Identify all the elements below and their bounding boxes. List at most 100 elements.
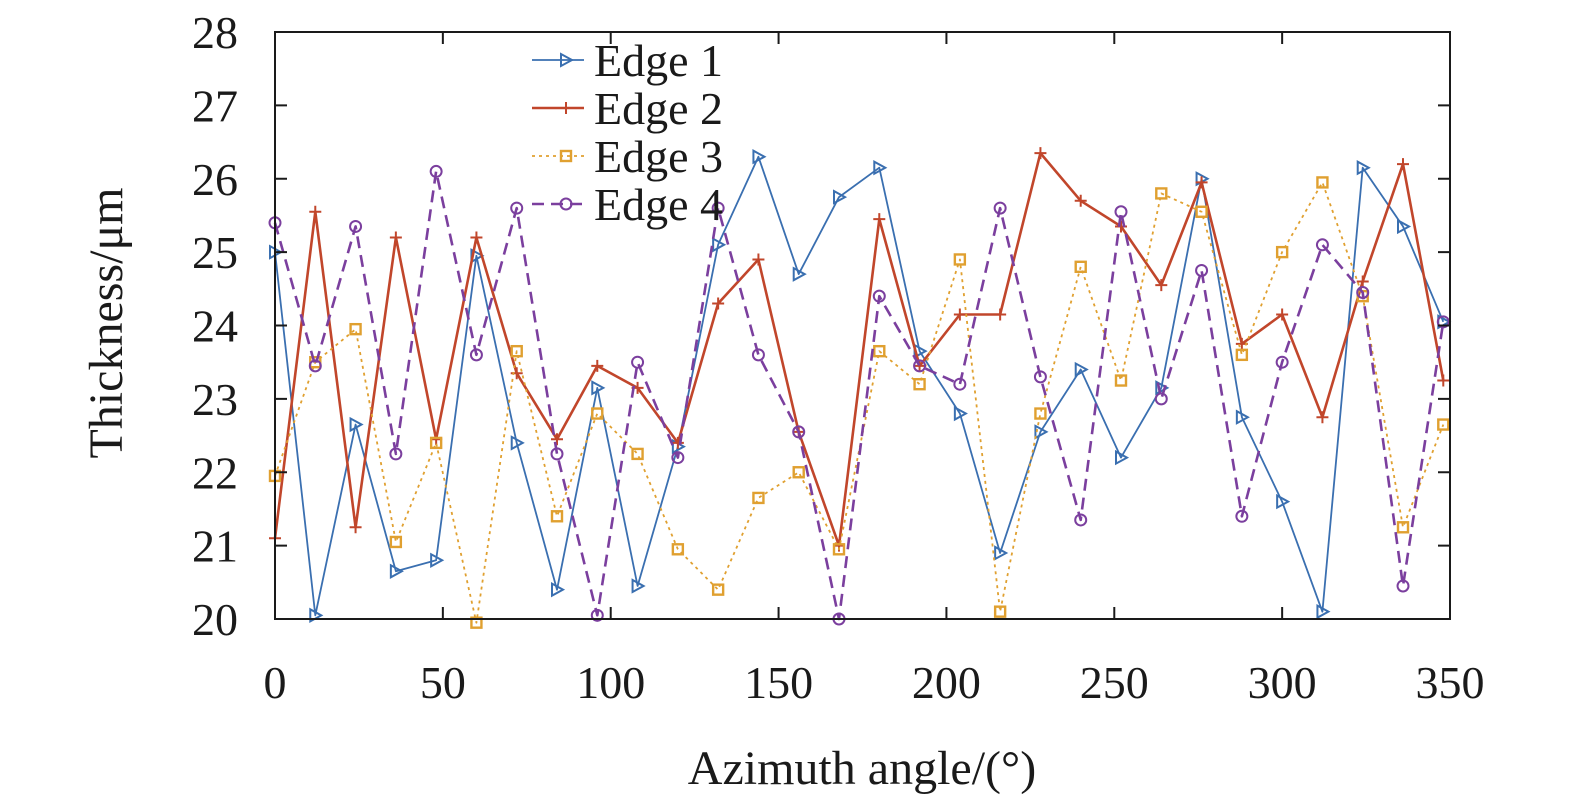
data-point xyxy=(510,344,523,358)
y-tick-label: 21 xyxy=(192,521,238,572)
data-point xyxy=(560,102,572,114)
series-line xyxy=(273,151,1445,547)
data-point xyxy=(349,416,364,433)
plot-frame xyxy=(274,31,1451,620)
data-point xyxy=(832,543,846,556)
data-point xyxy=(510,201,524,215)
data-point xyxy=(1034,147,1047,160)
data-point xyxy=(559,149,573,163)
data-point xyxy=(551,433,563,446)
data-point xyxy=(550,447,564,461)
y-tick-label: 22 xyxy=(192,447,238,498)
data-point xyxy=(1276,493,1291,510)
data-point xyxy=(1074,194,1087,207)
data-point xyxy=(712,297,725,310)
data-point xyxy=(590,608,604,622)
data-point xyxy=(470,616,483,629)
data-point xyxy=(1356,285,1370,299)
data-point xyxy=(1034,424,1049,440)
y-tick-label: 26 xyxy=(192,154,238,205)
data-point xyxy=(953,308,966,321)
data-point xyxy=(1074,260,1087,273)
data-point xyxy=(1397,218,1412,235)
x-tick-label: 250 xyxy=(1080,657,1149,708)
data-point xyxy=(913,378,926,391)
data-point xyxy=(1437,374,1450,387)
data-point xyxy=(1275,245,1289,259)
legend-label: Edge 1 xyxy=(594,35,723,86)
legend-entry: Edge 1 xyxy=(532,35,723,86)
data-point xyxy=(833,189,848,205)
series-line xyxy=(273,170,1445,621)
data-point xyxy=(591,407,604,420)
data-point xyxy=(1114,374,1128,387)
data-point xyxy=(993,605,1007,618)
legend-label: Edge 4 xyxy=(594,179,723,230)
data-point xyxy=(752,149,767,165)
y-tick-label: 25 xyxy=(192,227,238,278)
x-tick-label: 200 xyxy=(912,657,981,708)
data-point xyxy=(1316,603,1331,620)
data-point xyxy=(349,521,362,534)
data-point xyxy=(1034,407,1047,420)
data-point xyxy=(872,289,886,303)
data-point xyxy=(671,436,684,449)
data-point xyxy=(994,545,1009,561)
data-point xyxy=(429,436,443,450)
data-point xyxy=(1155,279,1168,292)
data-point xyxy=(559,197,573,211)
data-point xyxy=(1316,411,1329,424)
series-layer xyxy=(268,147,1452,629)
data-point xyxy=(389,231,402,244)
data-point xyxy=(349,322,362,336)
y-tick-label: 23 xyxy=(192,374,238,425)
data-point xyxy=(1316,176,1329,189)
data-point xyxy=(1195,176,1208,189)
data-point xyxy=(1155,187,1168,200)
data-point xyxy=(1356,275,1369,288)
data-point xyxy=(389,535,403,549)
y-tick-label: 27 xyxy=(192,80,238,131)
data-point xyxy=(309,205,322,218)
data-point xyxy=(712,237,727,253)
axes-layer: 0 50 100 150 200 250 300 350 20 21 22 23 24 25 26 27 28 xyxy=(192,7,1485,708)
y-tick-label: 20 xyxy=(192,594,238,645)
data-point xyxy=(1074,513,1088,527)
data-point xyxy=(1276,308,1289,321)
data-point xyxy=(873,344,886,358)
data-point xyxy=(510,435,525,451)
x-tick-label: 100 xyxy=(576,657,645,708)
data-point xyxy=(308,359,322,373)
data-point xyxy=(429,164,443,178)
data-point xyxy=(1397,158,1409,171)
data-point xyxy=(1436,315,1450,329)
data-point xyxy=(953,405,968,422)
data-point xyxy=(550,510,564,523)
data-point xyxy=(1235,409,1250,425)
y-tick-label: 24 xyxy=(192,301,238,352)
data-point xyxy=(470,231,483,244)
data-point xyxy=(752,491,765,505)
data-point xyxy=(1195,263,1209,277)
data-point xyxy=(1115,449,1130,466)
x-axis-label: Azimuth angle/(°) xyxy=(688,742,1036,795)
data-point xyxy=(591,359,604,372)
data-point xyxy=(349,219,363,233)
data-point xyxy=(1235,348,1249,362)
data-point xyxy=(1437,418,1450,431)
data-point xyxy=(389,447,403,461)
data-point xyxy=(1396,521,1410,534)
data-point xyxy=(631,578,646,594)
y-tick-label: 28 xyxy=(192,7,238,58)
data-point xyxy=(873,160,888,176)
data-point xyxy=(1074,361,1089,378)
data-point xyxy=(591,380,606,396)
legend-entry: Edge 2 xyxy=(532,83,723,134)
data-point xyxy=(792,466,805,479)
data-point xyxy=(1195,205,1208,218)
data-point xyxy=(953,377,967,391)
series-line xyxy=(274,181,1445,624)
data-point xyxy=(913,359,926,372)
data-point xyxy=(631,355,645,369)
